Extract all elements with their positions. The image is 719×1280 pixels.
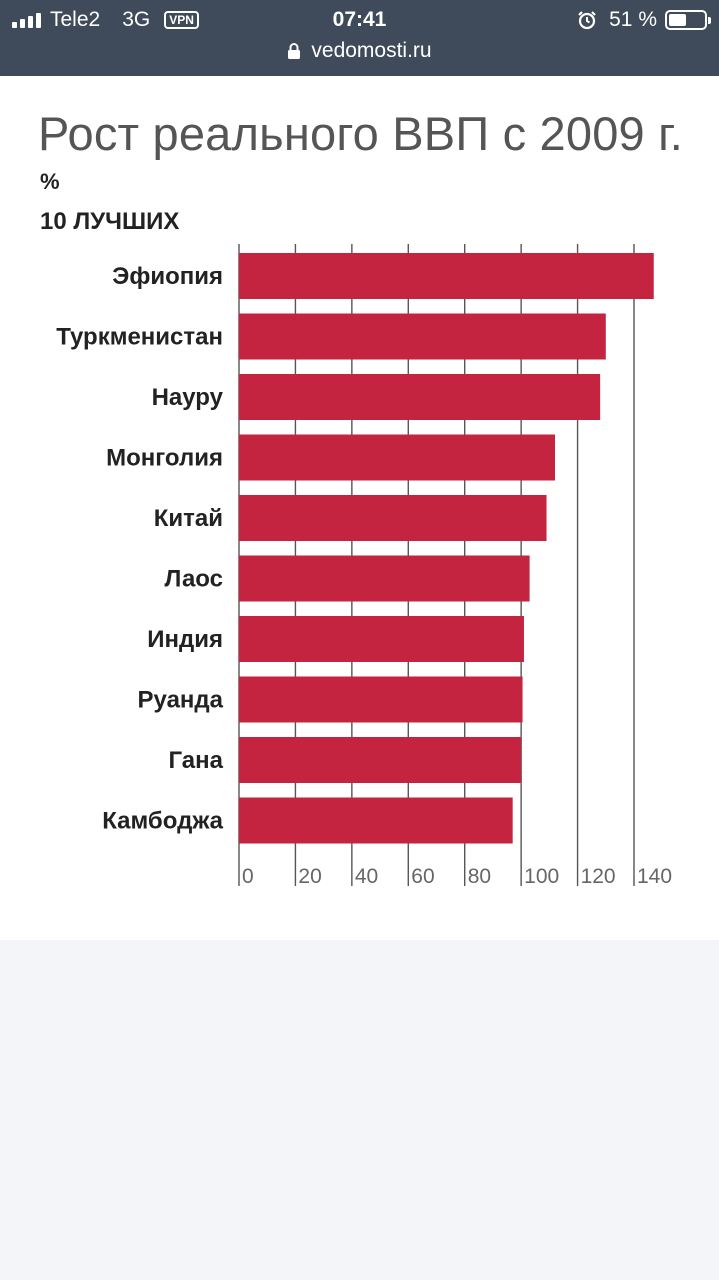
status-left: Tele2 3G VPN <box>12 6 199 34</box>
address-bar[interactable]: vedomosti.ru <box>0 36 719 66</box>
bar <box>239 737 522 783</box>
category-label: Камбоджа <box>102 808 223 835</box>
category-label: Китай <box>154 505 223 532</box>
battery-percent: 51 % <box>609 8 657 31</box>
category-label: Гана <box>169 747 224 774</box>
tick-label: 120 <box>581 865 616 888</box>
tick-label: 80 <box>468 865 491 888</box>
category-label: Монголия <box>106 445 223 472</box>
category-label: Туркменистан <box>56 324 223 351</box>
url-text[interactable]: vedomosti.ru <box>311 39 432 62</box>
tick-label: 20 <box>298 865 321 888</box>
chart-title: Рост реального ВВП с 2009 г. <box>38 107 684 160</box>
carrier-name: Tele2 <box>50 8 101 31</box>
vpn-badge: VPN <box>164 11 199 29</box>
alarm-icon <box>578 11 596 30</box>
bar <box>239 676 523 723</box>
chart-subtitle: 10 ЛУЧШИХ <box>40 208 180 235</box>
article-content: Рост реального ВВП с 2009 г. % 10 ЛУЧШИХ… <box>0 76 719 940</box>
tick-label: 0 <box>242 865 254 888</box>
battery-fill <box>669 14 687 26</box>
bar <box>239 434 555 481</box>
clock: 07:41 <box>332 8 387 31</box>
network-type: 3G <box>122 8 151 31</box>
category-label: Индия <box>147 626 223 653</box>
bar <box>239 374 601 420</box>
bar <box>239 555 530 602</box>
bar-chart: 0 20 40 60 80 100 120 140 Эфиопия Туркменистан Нау… <box>56 244 672 888</box>
tick-label: 140 <box>637 865 672 888</box>
tick-label: 60 <box>411 865 434 888</box>
bar <box>239 616 524 662</box>
bar <box>239 797 513 844</box>
category-label: Руанда <box>138 687 224 714</box>
status-right: 51 % <box>577 6 711 34</box>
battery-icon <box>665 10 711 30</box>
tick-label: 100 <box>524 865 559 888</box>
tick-label: 40 <box>355 865 378 888</box>
status-bar: Tele2 3G VPN 07:41 51 % vedomosti.ru <box>0 0 719 76</box>
category-label: Науру <box>152 384 224 411</box>
category-label: Эфиопия <box>112 263 223 290</box>
signal-icon <box>12 12 41 28</box>
lock-icon <box>288 43 301 59</box>
bar <box>239 313 606 360</box>
chart-unit: % <box>40 169 60 194</box>
bar <box>239 253 654 299</box>
bar <box>239 495 547 541</box>
category-label: Лаос <box>165 566 223 593</box>
